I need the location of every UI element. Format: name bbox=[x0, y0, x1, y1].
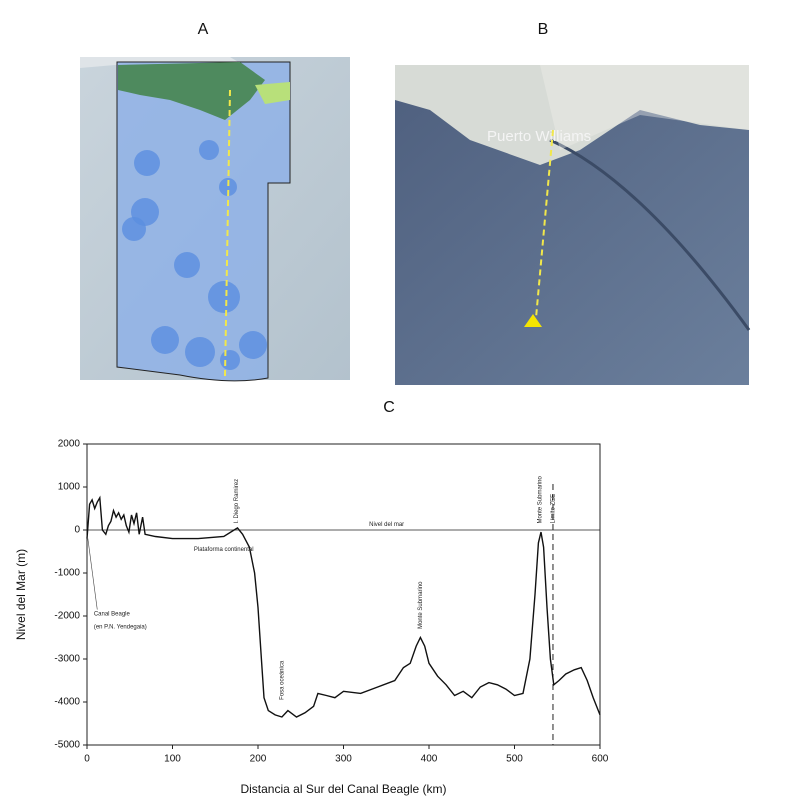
figure: A B C Puerto Williams -5000 -4000 -3000 -20… bbox=[0, 0, 785, 806]
x-tick-label: 100 bbox=[164, 754, 181, 765]
y-tick-label: -3000 bbox=[54, 654, 80, 665]
place-label: Puerto Williams bbox=[487, 128, 591, 145]
x-tick-label: 500 bbox=[506, 754, 523, 765]
map-b: Puerto Williams bbox=[395, 65, 749, 385]
y-axis-title: Nivel del Mar (m) bbox=[14, 549, 28, 640]
annotation: I. Diego Ramirez bbox=[234, 479, 240, 524]
x-tick-label: 0 bbox=[84, 754, 90, 765]
y-tick-label: -1000 bbox=[54, 568, 80, 579]
y-tick-label: 0 bbox=[74, 525, 80, 536]
panel-label: C bbox=[383, 399, 395, 416]
annotation-leader bbox=[88, 539, 97, 610]
y-tick-label: -4000 bbox=[54, 697, 80, 708]
y-tick-label: 2000 bbox=[58, 439, 81, 450]
x-axis-title: Distancia al Sur del Canal Beagle (km) bbox=[240, 782, 446, 796]
x-tick-label: 600 bbox=[592, 754, 609, 765]
annotation: Nivel del mar bbox=[369, 522, 404, 528]
annotation: (en P.N. Yendegaia) bbox=[94, 624, 147, 630]
x-tick-label: 400 bbox=[421, 754, 438, 765]
annotation: Canal Beagle bbox=[94, 611, 131, 617]
profile-line bbox=[87, 498, 600, 717]
panel-label: A bbox=[198, 21, 209, 38]
annotation: Monte Submarino bbox=[538, 476, 544, 524]
y-tick-label: -2000 bbox=[54, 611, 80, 622]
panel-label: B bbox=[538, 21, 549, 38]
annotation: Plataforma continental bbox=[194, 547, 254, 553]
x-tick-label: 200 bbox=[250, 754, 267, 765]
y-tick-label: 1000 bbox=[58, 482, 81, 493]
plot-frame bbox=[87, 444, 600, 745]
annotation: Fosa oceánica bbox=[280, 660, 286, 700]
x-tick-label: 300 bbox=[335, 754, 352, 765]
annotation: Límite ZEE bbox=[551, 494, 557, 524]
annotation: Monte Submarino bbox=[418, 581, 424, 629]
map-a bbox=[80, 57, 350, 381]
y-tick-label: -5000 bbox=[54, 740, 80, 751]
